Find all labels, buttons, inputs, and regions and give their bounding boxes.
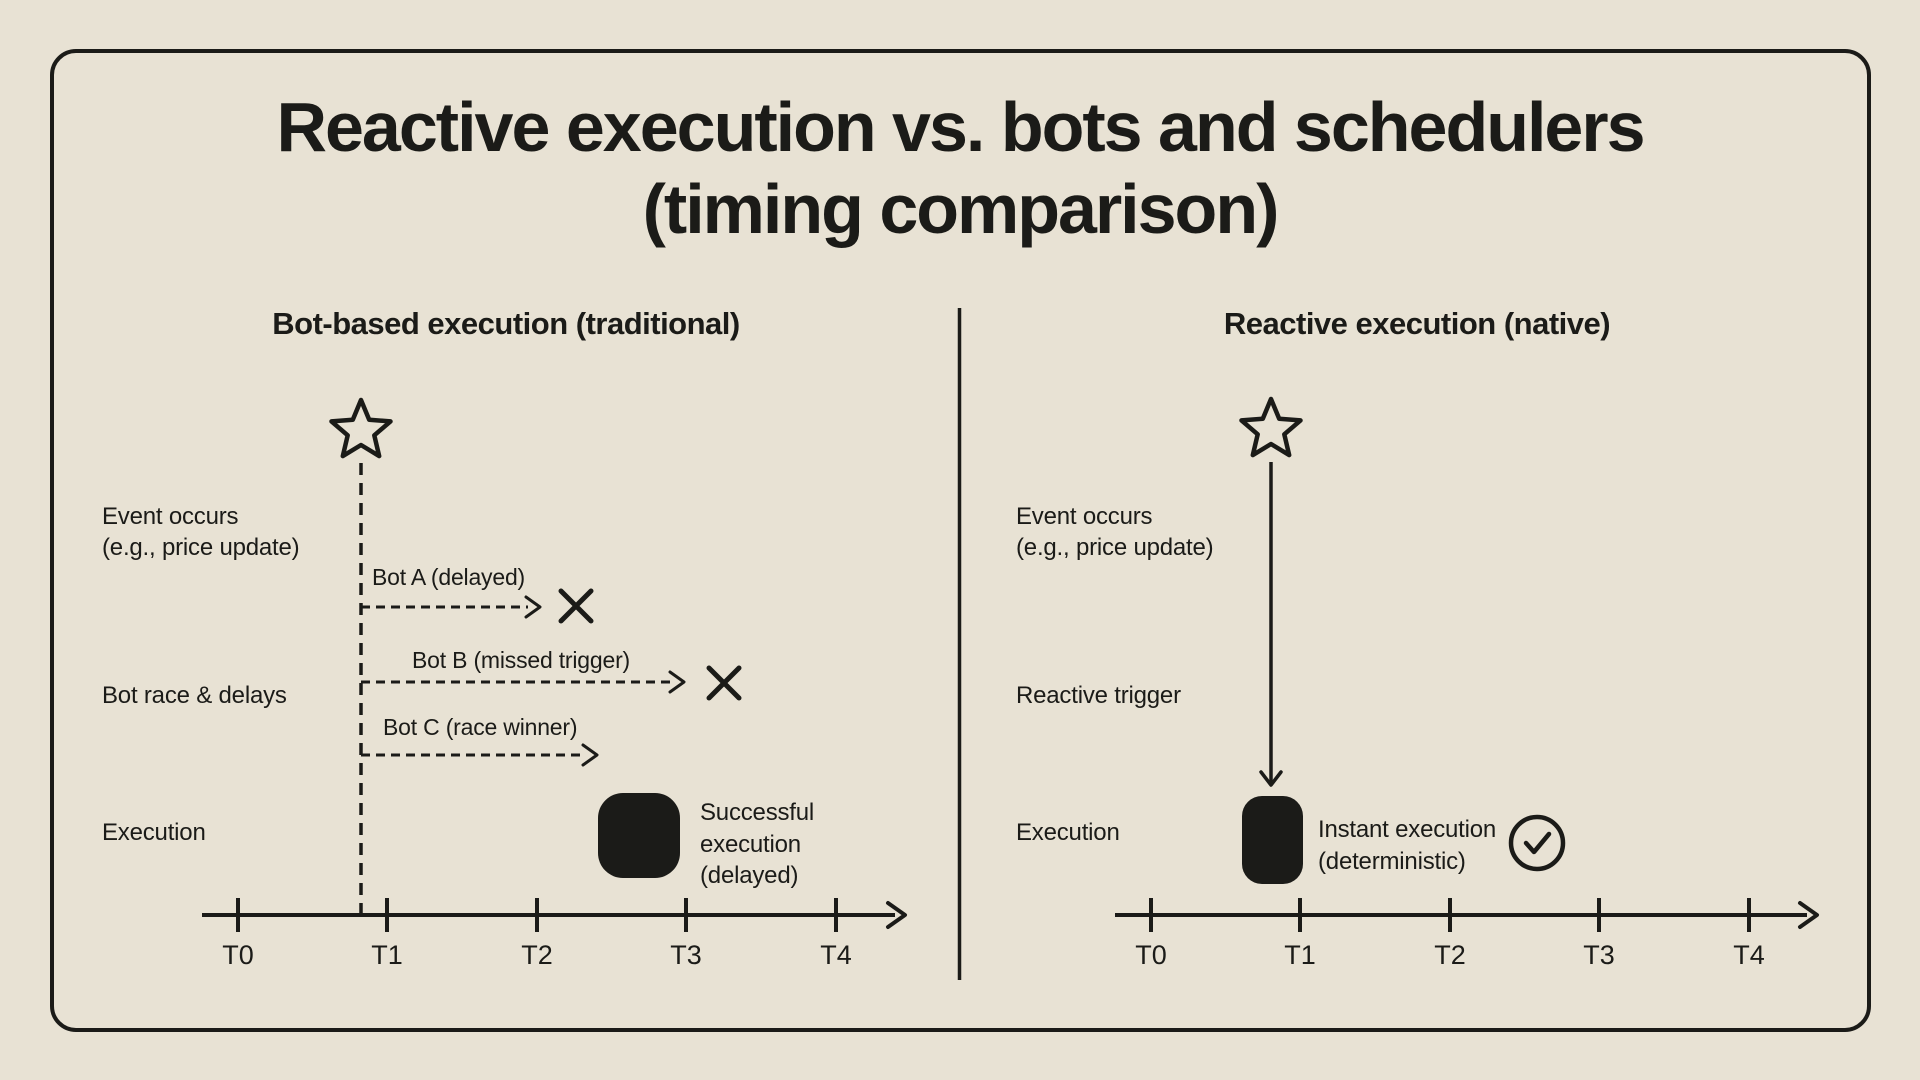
event-star-icon (329, 397, 393, 459)
right-panel-header: Reactive execution (native) (1223, 306, 1611, 341)
bot-b-arrowhead (668, 670, 686, 694)
timeline-arrowhead (1798, 901, 1819, 929)
bot-a-fail-x-icon (558, 588, 594, 624)
bot-a-label: Bot A (delayed) (372, 564, 525, 590)
left-tick-label-t0: T0 (222, 940, 254, 970)
right-row-label-trigger: Reactive trigger (1016, 682, 1181, 709)
bot-a-arrowhead (524, 595, 542, 619)
execution-block (598, 793, 680, 878)
right-tick-label-t4: T4 (1733, 940, 1765, 970)
timeline-ticks (236, 898, 838, 932)
right-tick-label-t1: T1 (1284, 940, 1316, 970)
left-panel-graphics (202, 397, 907, 932)
outer-frame (50, 49, 1871, 1032)
right-row-label-execution: Execution (1016, 819, 1120, 846)
bot-b-label: Bot B (missed trigger) (412, 647, 630, 673)
success-check-circle-icon (1508, 814, 1566, 872)
bot-c-arrowhead (581, 743, 599, 767)
right-panel-graphics (1115, 396, 1819, 932)
right-tick-label-t2: T2 (1434, 940, 1466, 970)
bot-b-fail-x-icon (706, 665, 742, 701)
left-tick-label-t3: T3 (670, 940, 702, 970)
left-tick-label-t2: T2 (521, 940, 553, 970)
reactive-trigger-arrowhead (1259, 770, 1283, 787)
left-tick-label-t1: T1 (371, 940, 403, 970)
timeline-arrowhead (886, 901, 907, 929)
left-row-label-execution: Execution (102, 819, 206, 846)
left-tick-label-t4: T4 (820, 940, 852, 970)
right-execution-note: Instant execution (deterministic) (1318, 816, 1497, 875)
left-panel-header: Bot-based execution (traditional) (272, 306, 740, 341)
event-star-icon (1239, 396, 1303, 458)
page-title: Reactive execution vs. bots and schedule… (276, 88, 1645, 248)
right-tick-label-t0: T0 (1135, 940, 1167, 970)
right-tick-label-t3: T3 (1583, 940, 1615, 970)
left-execution-note: Successful execution (delayed) (700, 799, 815, 889)
left-row-label-event: Event occurs (e.g., price update) (102, 503, 300, 561)
execution-block (1242, 796, 1303, 884)
timeline-ticks (1149, 898, 1751, 932)
right-row-label-event: Event occurs (e.g., price update) (1016, 503, 1214, 561)
left-row-label-bot-race: Bot race & delays (102, 682, 287, 709)
bot-c-label: Bot C (race winner) (383, 714, 578, 740)
